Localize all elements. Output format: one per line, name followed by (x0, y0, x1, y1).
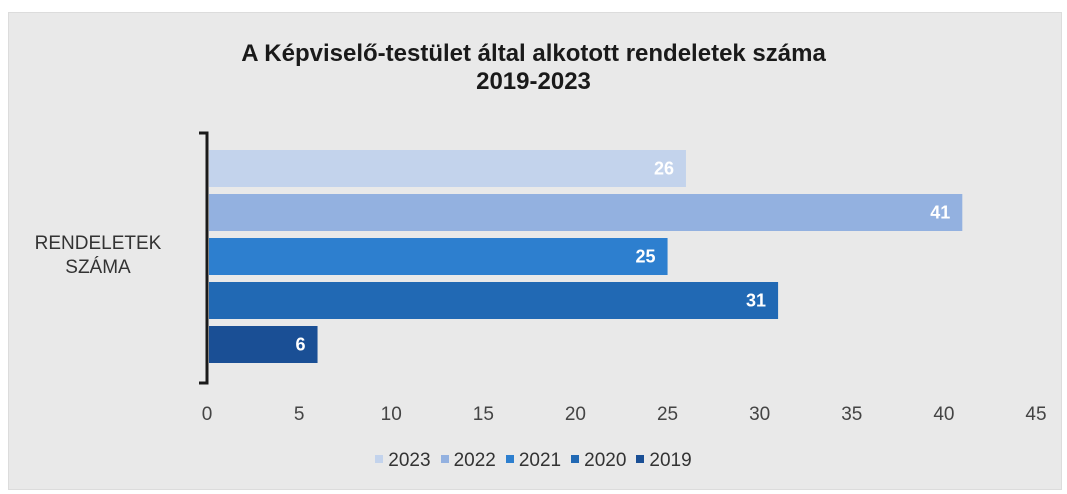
legend-label: 2022 (453, 450, 496, 471)
legend-label: 2020 (584, 450, 627, 471)
x-tick-label: 45 (1025, 404, 1046, 425)
bar-2019 (209, 326, 318, 363)
legend-item-2019: 2019 (636, 450, 692, 472)
bar-2022 (209, 194, 963, 231)
x-tick-label: 10 (381, 404, 402, 425)
bar-label-2020: 31 (746, 291, 766, 311)
chart-subtitle: 2019-2023 (476, 68, 591, 95)
legend-swatch (375, 454, 384, 463)
bar-label-2023: 26 (654, 159, 674, 179)
chart-title: A Képviselő-testület által alkotott rend… (0, 40, 1067, 96)
legend-swatch (505, 454, 514, 463)
x-tick-label: 0 (202, 404, 213, 425)
x-tick-label: 15 (473, 404, 494, 425)
category-label-line-2: SZÁMA (65, 257, 131, 278)
bar-2023 (209, 150, 686, 187)
bar-label-2019: 6 (296, 335, 306, 355)
category-axis-line (199, 131, 209, 385)
x-tick-label: 35 (841, 404, 862, 425)
x-tick-label: 20 (565, 404, 586, 425)
bar-2020 (209, 282, 779, 319)
bar-2021 (209, 238, 668, 275)
legend-swatch (440, 454, 449, 463)
legend-label: 2019 (649, 450, 692, 471)
category-label-line-1: RENDELETEK (34, 233, 162, 254)
legend-item-2020: 2020 (571, 450, 626, 472)
legend-item-2021: 2021 (505, 450, 562, 472)
legend: 2023 2022 2021 2020 2019 (0, 450, 1067, 472)
legend-swatch (636, 454, 645, 463)
x-tick-label: 30 (749, 404, 770, 425)
legend-item-2022: 2022 (440, 450, 496, 472)
category-axis-label: RENDELETEK SZÁMA (18, 232, 178, 280)
legend-label: 2021 (518, 450, 562, 471)
chart-title-main: A Képviselő-testület által alkotott rend… (241, 40, 826, 67)
legend-item-2023: 2023 (375, 450, 431, 472)
legend-swatch (571, 454, 580, 463)
bar-label-2021: 25 (636, 247, 656, 267)
x-tick-label: 5 (294, 404, 305, 425)
x-tick-label: 40 (933, 404, 954, 425)
bar-label-2022: 41 (930, 203, 950, 223)
x-tick-label: 25 (657, 404, 678, 425)
legend-label: 2023 (388, 450, 431, 471)
